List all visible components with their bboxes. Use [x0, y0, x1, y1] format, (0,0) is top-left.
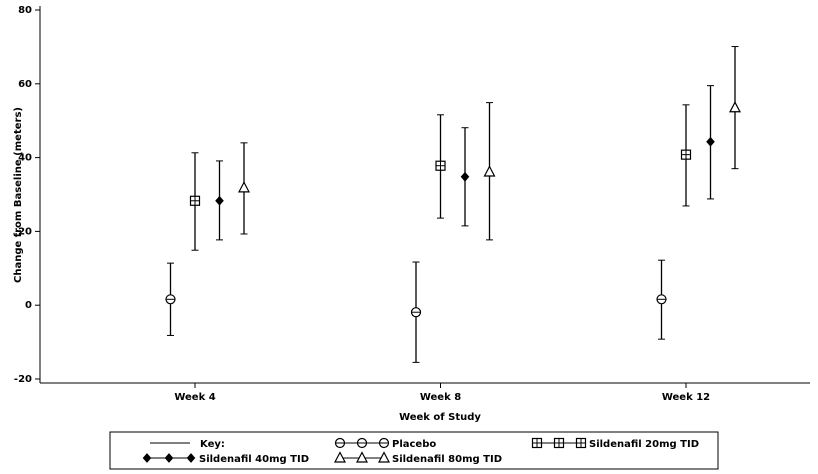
point — [706, 136, 715, 147]
legend-marker — [186, 453, 196, 463]
x-axis-title: Week of Study — [399, 412, 481, 423]
legend-label: Sildenafil 80mg TID — [392, 454, 502, 465]
point — [729, 100, 741, 113]
point — [238, 181, 250, 193]
point — [460, 171, 470, 182]
legend-label: Placebo — [392, 439, 436, 450]
y-axis-title: Change from Baseline (meters) — [13, 107, 24, 283]
legend-title: Key: — [200, 439, 225, 450]
y-tick-label: 40 — [18, 153, 32, 164]
legend-marker — [356, 451, 368, 463]
x-tick-label: Week 12 — [662, 392, 710, 403]
point — [483, 165, 496, 177]
x-tick-label: Week 4 — [174, 392, 215, 403]
y-tick-label: 20 — [18, 226, 32, 237]
legend-marker — [164, 453, 174, 463]
legend-marker — [142, 453, 152, 463]
point — [215, 195, 224, 206]
y-tick-label: -20 — [14, 374, 32, 385]
legend-marker — [334, 451, 346, 463]
x-tick-label: Week 8 — [420, 392, 461, 403]
legend-box — [109, 431, 719, 470]
y-tick-label: 80 — [18, 5, 32, 16]
legend-marker — [378, 451, 390, 463]
legend-label: Sildenafil 40mg TID — [199, 454, 309, 465]
y-tick-label: 60 — [18, 79, 32, 90]
legend-label: Sildenafil 20mg TID — [589, 439, 699, 450]
y-tick-label: 0 — [25, 300, 32, 311]
